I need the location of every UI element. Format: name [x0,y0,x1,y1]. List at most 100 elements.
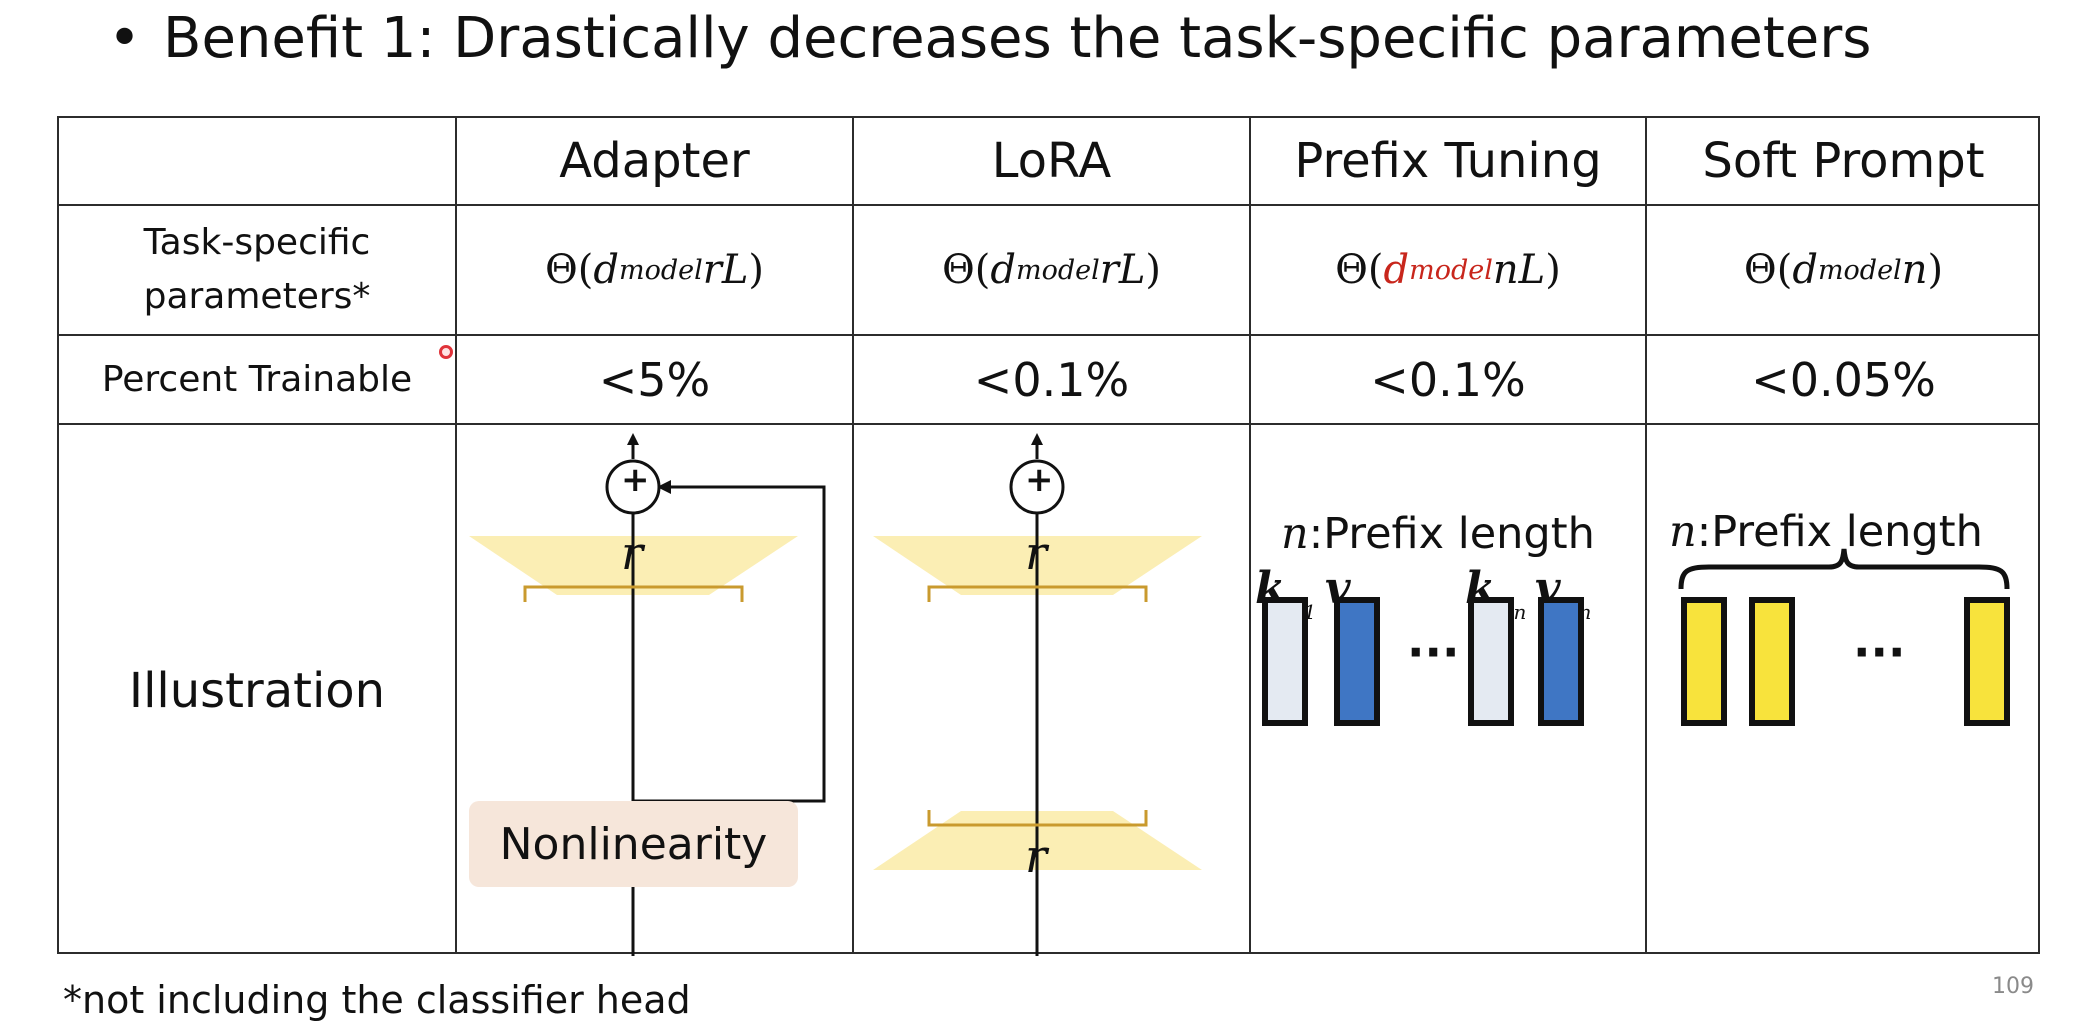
lora-r-top: r [1025,526,1047,580]
value-label-index: 1 [1368,600,1382,624]
header-soft-prompt: Soft Prompt [1702,133,1985,189]
soft-prompt-ellipsis: ··· [1853,625,1906,679]
lora-up-projection [873,811,1202,870]
formula-sub-highlighted: model [1409,254,1493,286]
soft-prompt-n: n [1669,507,1697,557]
formula-prefix-tuning: Θ(d model nL) [1251,206,1645,334]
adapter-diagram [469,433,826,956]
adapter-r-top: r [621,526,643,580]
col-divider [455,118,457,952]
adapter-up-projection [469,811,798,870]
value-label-n: vpn [1535,563,1591,624]
adapter-down-projection [469,536,798,595]
adapter-rank-bracket-bottom [523,810,744,827]
header-prefix-tuning: Prefix Tuning [1294,133,1602,189]
soft-prompt-illustration: n:Prefix length ··· [1647,425,2044,956]
prefix-ellipsis: ··· [1407,625,1460,679]
formula-rest: n [1901,247,1928,293]
row-label-illustration: Illustration [128,662,386,719]
prefix-tuning-illustration: n:Prefix length kp1 vp1 kpn vpn ··· [1251,425,1648,956]
adapter-output-arrowhead [627,433,639,445]
formula-close: ) [1927,247,1944,293]
percent-prefix-tuning: <0.1% [1370,352,1526,407]
prefix-caption-text: :Prefix length [1308,509,1595,559]
formula-close: ) [1145,247,1162,293]
header-lora: LoRA [991,133,1112,189]
prefix-blocks [1262,597,1584,726]
percent-soft-prompt: <0.05% [1751,352,1936,407]
formula-open: Θ( [1335,247,1384,293]
key-label-main: k [1465,563,1496,614]
key-label-index: n [1513,600,1527,624]
lora-diagram [873,433,1202,956]
formula-open: Θ( [544,247,594,293]
lora-rank-bracket-bottom [927,810,1148,827]
key-label-1: kp1 [1255,563,1316,624]
col-divider [1249,118,1251,952]
formula-adapter: Θ(d model rL) [457,206,852,334]
row-label-line2: parameters* [143,276,371,317]
percent-adapter: <5% [598,352,711,407]
adapter-skip-arrowhead [657,480,671,494]
soft-prompt-length-caption: n:Prefix length [1669,507,1983,557]
key-label-index: 1 [1303,600,1317,624]
row-divider [59,204,2038,206]
lora-sum-node [1009,459,1065,515]
percent-lora: <0.1% [973,352,1130,407]
adapter-skip-connection [633,485,826,803]
col-divider [1645,118,1647,952]
lora-down-projection [873,536,1202,595]
value-label-1: vp1 [1325,563,1381,624]
formula-d-highlighted: d [1383,247,1410,293]
formula-d: d [1792,247,1818,293]
lora-illustration: + r r [854,425,1251,956]
adapter-illustration: + r r Nonlinearity [457,425,854,956]
adapter-plus-sign: + [621,460,650,500]
bullet: • [108,6,142,71]
nonlinearity-box: Nonlinearity [469,801,798,887]
soft-prompt-block-1 [1681,597,1727,726]
value-label-sub: p [1350,587,1369,620]
comparison-table: Adapter LoRA Prefix Tuning Soft Prompt T… [57,116,2040,956]
value-label-main: v [1325,563,1351,614]
formula-lora: Θ(d model rL) [854,206,1249,334]
row-label-task-specific: Task-specific parameters* [59,206,455,334]
key-label-main: k [1255,563,1286,614]
key-block-1 [1262,597,1308,726]
formula-close: ) [1545,247,1561,293]
footnote: *not including the classifier head [63,978,691,1022]
key-label-n: kpn [1465,563,1526,624]
formula-rest: rL [1099,247,1146,293]
value-label-index: n [1578,600,1592,624]
row-label-percent-trainable: Percent Trainable [101,358,413,400]
soft-prompt-block-2 [1749,597,1795,726]
formula-close: ) [748,247,765,293]
soft-prompt-block-n [1964,597,2010,726]
key-label-sub: p [1285,587,1304,620]
formula-soft-prompt: Θ(d model n) [1647,206,2040,334]
formula-sub: model [1015,254,1100,286]
value-label-main: v [1535,563,1561,614]
row-divider [59,334,2038,336]
formula-open: Θ( [941,247,991,293]
row-label-line1: Task-specific [143,222,371,263]
title-text: Benefit 1: Drastically decreases the tas… [163,6,1872,71]
formula-open: Θ( [1743,247,1793,293]
formula-d: d [593,247,619,293]
formula-rest: rL [702,247,749,293]
adapter-sum-node [605,459,661,515]
soft-prompt-caption-text: :Prefix length [1696,507,1983,557]
prefix-length-caption: n:Prefix length [1281,509,1595,559]
lora-r-bottom: r [1025,829,1047,883]
row-divider [59,423,2038,425]
key-label-sub: p [1495,587,1514,620]
adapter-r-bottom: r [621,829,643,883]
value-block-1 [1334,597,1380,726]
soft-prompt-blocks [1678,548,2010,726]
formula-d: d [990,247,1016,293]
lora-output-arrowhead [1031,433,1043,445]
lora-plus-sign: + [1025,460,1054,500]
prefix-n: n [1281,509,1309,559]
col-divider [852,118,854,952]
value-label-sub: p [1560,587,1579,620]
